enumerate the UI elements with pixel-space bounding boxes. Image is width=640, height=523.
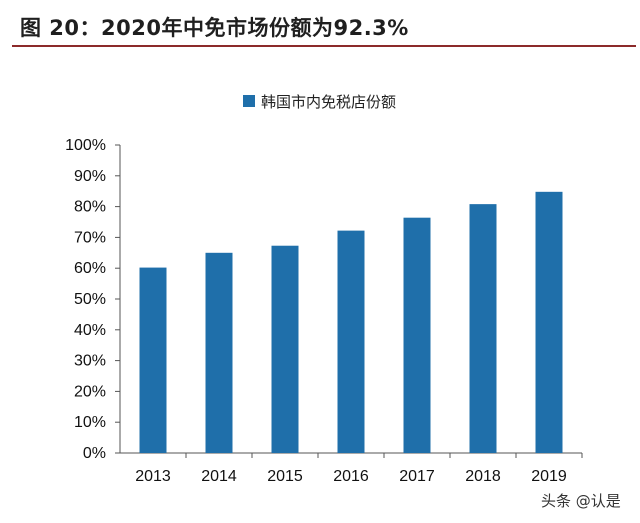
y-tick-label: 90% — [74, 168, 106, 185]
x-tick-label: 2017 — [399, 468, 435, 485]
y-tick-label: 70% — [74, 229, 106, 246]
y-tick-label: 30% — [74, 353, 106, 370]
y-tick-label: 80% — [74, 199, 106, 216]
watermark: 头条 @认是 — [541, 492, 621, 510]
x-tick-label: 2013 — [135, 468, 171, 485]
x-tick-label: 2014 — [201, 468, 237, 485]
y-tick-label: 10% — [74, 414, 106, 431]
legend-swatch — [243, 95, 255, 107]
y-tick-label: 60% — [74, 260, 106, 277]
x-tick-label: 2018 — [465, 468, 501, 485]
legend-label: 韩国市内免税店份额 — [261, 92, 397, 111]
y-tick-label: 50% — [74, 291, 106, 308]
figure-title: 图 20：2020年中免市场份额为92.3% — [20, 16, 409, 40]
bar-2016 — [337, 230, 365, 453]
y-tick-label: 0% — [83, 445, 106, 462]
x-tick-label: 2016 — [333, 468, 369, 485]
x-tick-label: 2015 — [267, 468, 303, 485]
bar-2013 — [139, 267, 167, 453]
bar-2019 — [535, 191, 563, 454]
bar-2015 — [271, 245, 299, 453]
y-tick-label: 40% — [74, 322, 106, 339]
bar-2018 — [469, 204, 497, 453]
title-divider — [12, 45, 636, 47]
y-tick-label: 20% — [74, 383, 106, 400]
x-tick-label: 2019 — [531, 468, 567, 485]
y-tick-label: 100% — [65, 137, 106, 154]
chart-legend: 韩国市内免税店份额 — [243, 92, 397, 111]
bar-2014 — [205, 252, 233, 453]
bar-2017 — [403, 217, 431, 453]
